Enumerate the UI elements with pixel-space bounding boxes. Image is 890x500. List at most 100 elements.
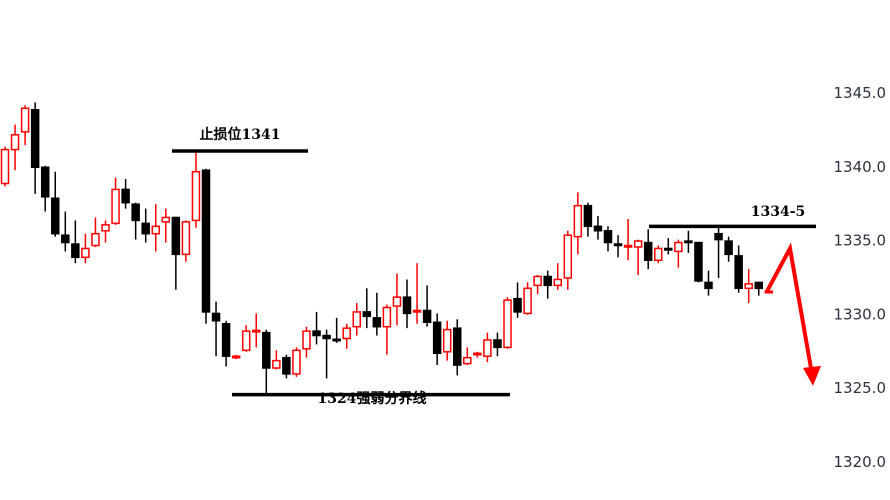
- candle-body: [483, 339, 492, 357]
- candle-body: [10, 134, 20, 151]
- candle: [332, 317, 341, 343]
- candle-body: [332, 338, 341, 342]
- candle-body: [161, 216, 171, 223]
- candle-body: [543, 275, 552, 287]
- candle: [744, 269, 753, 304]
- y-tick-label: 1320.0: [834, 453, 887, 471]
- candle: [603, 226, 613, 252]
- candle-body: [201, 169, 211, 313]
- candle: [613, 235, 623, 258]
- candle: [372, 292, 382, 336]
- candle: [503, 297, 512, 349]
- y-tick-label: 1330.0: [834, 305, 887, 323]
- candle: [71, 220, 80, 264]
- candle: [553, 263, 562, 290]
- candle-body: [493, 339, 502, 349]
- candle: [654, 245, 663, 264]
- candle: [412, 263, 422, 324]
- candle: [51, 171, 60, 237]
- candle-body: [40, 166, 50, 198]
- candle-body: [101, 224, 110, 232]
- candle: [714, 227, 723, 278]
- candle: [674, 239, 683, 268]
- candle-body: [724, 240, 733, 256]
- candle-body: [654, 247, 663, 262]
- candle-body: [533, 275, 542, 287]
- candle: [533, 275, 542, 295]
- candle: [91, 217, 100, 247]
- candle: [181, 220, 191, 262]
- forecast-arrow: [765, 242, 814, 375]
- candle-body: [553, 278, 562, 287]
- candle: [593, 215, 603, 240]
- candle-body: [51, 197, 60, 235]
- candle-body: [262, 331, 271, 369]
- candle-body: [292, 349, 301, 375]
- candle-body: [382, 306, 392, 328]
- candle: [282, 354, 291, 379]
- candle-body: [422, 309, 432, 324]
- candle: [352, 303, 361, 336]
- candle-body: [643, 241, 653, 262]
- candle-body: [633, 240, 643, 248]
- candle: [211, 301, 221, 357]
- candle-body: [302, 330, 311, 350]
- candle: [664, 238, 673, 255]
- candle-body: [623, 244, 633, 248]
- candle: [161, 208, 171, 243]
- candle: [20, 105, 30, 146]
- candle: [171, 216, 181, 290]
- candle: [302, 326, 311, 358]
- candle: [101, 220, 110, 243]
- candle-body: [392, 296, 402, 307]
- candle-body: [734, 255, 743, 290]
- candle-body: [453, 327, 462, 366]
- candle: [623, 218, 633, 261]
- candle: [272, 350, 281, 370]
- candle: [292, 347, 301, 377]
- candle-body: [252, 329, 261, 333]
- candle: [81, 233, 90, 264]
- candle: [473, 351, 482, 358]
- candle-body: [573, 204, 583, 238]
- candle: [221, 320, 231, 367]
- candle-body: [131, 203, 140, 222]
- candle: [724, 236, 733, 262]
- candle-body: [0, 148, 10, 185]
- candle-body: [593, 225, 603, 232]
- candle: [734, 245, 743, 293]
- candle-body: [91, 232, 100, 247]
- candle-body: [503, 299, 512, 349]
- candle: [422, 285, 432, 327]
- candle-body: [171, 216, 181, 256]
- candle: [40, 165, 50, 212]
- candle: [111, 177, 120, 225]
- candle: [322, 329, 331, 379]
- candle-body: [211, 312, 221, 322]
- stop-loss-label: 止损位1341: [200, 126, 281, 143]
- candle-body: [704, 281, 713, 290]
- candle: [201, 168, 211, 324]
- y-tick-label: 1345.0: [834, 84, 887, 102]
- candle-body: [714, 232, 723, 241]
- candle-body: [694, 241, 703, 282]
- candle-body: [613, 243, 623, 247]
- candle: [61, 211, 70, 252]
- candle-body: [463, 356, 472, 365]
- candle-body: [81, 247, 90, 259]
- candle: [513, 282, 522, 318]
- candle: [191, 152, 201, 228]
- candle: [453, 319, 462, 376]
- candle-body: [61, 234, 70, 244]
- candle-body: [664, 247, 673, 251]
- candle-body: [231, 355, 241, 359]
- candle: [694, 241, 703, 283]
- candle-body: [111, 188, 120, 225]
- candle: [543, 270, 552, 299]
- candle: [252, 313, 261, 348]
- candle-body: [684, 240, 693, 244]
- y-tick-label: 1340.0: [834, 158, 887, 176]
- candle-body: [272, 359, 281, 369]
- candle-body: [754, 281, 763, 290]
